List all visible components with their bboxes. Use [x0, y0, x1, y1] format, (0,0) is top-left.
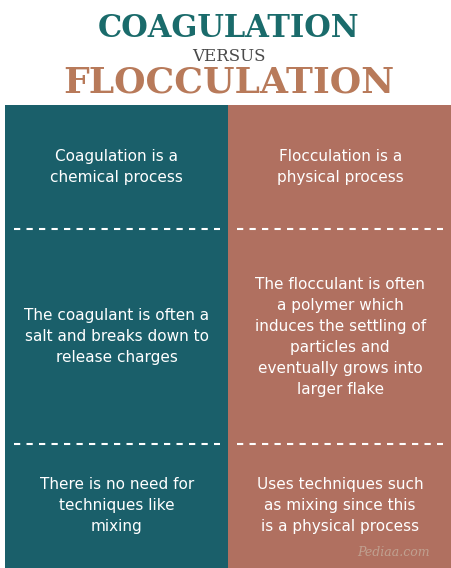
- Text: There is no need for
techniques like
mixing: There is no need for techniques like mix…: [40, 477, 193, 534]
- Text: The flocculant is often
a polymer which
induces the settling of
particles and
ev: The flocculant is often a polymer which …: [254, 277, 425, 396]
- Text: Uses techniques such
as mixing since this
is a physical process: Uses techniques such as mixing since thi…: [256, 477, 423, 534]
- Text: VERSUS: VERSUS: [191, 48, 265, 65]
- FancyBboxPatch shape: [228, 105, 451, 568]
- Text: The coagulant is often a
salt and breaks down to
release charges: The coagulant is often a salt and breaks…: [24, 308, 209, 365]
- Text: Coagulation is a
chemical process: Coagulation is a chemical process: [50, 149, 183, 185]
- Text: Pediaa.com: Pediaa.com: [356, 546, 429, 559]
- Text: Flocculation is a
physical process: Flocculation is a physical process: [276, 149, 403, 185]
- FancyBboxPatch shape: [5, 105, 228, 568]
- Text: COAGULATION: COAGULATION: [97, 12, 359, 44]
- Text: FLOCCULATION: FLOCCULATION: [63, 65, 393, 99]
